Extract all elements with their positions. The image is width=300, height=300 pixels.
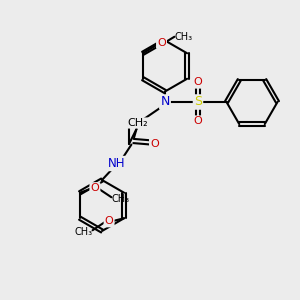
Text: S: S: [194, 95, 202, 109]
Text: O: O: [91, 183, 99, 193]
Text: O: O: [105, 216, 113, 226]
Text: CH₃: CH₃: [174, 32, 193, 42]
Text: O: O: [194, 116, 202, 127]
Text: CH₃: CH₃: [111, 194, 130, 204]
Text: O: O: [157, 38, 166, 48]
Text: O: O: [194, 77, 202, 88]
Text: N: N: [160, 95, 170, 109]
Text: CH₂: CH₂: [128, 118, 148, 128]
Text: CH₃: CH₃: [74, 227, 93, 237]
Text: O: O: [150, 139, 159, 149]
Text: NH: NH: [108, 157, 126, 170]
